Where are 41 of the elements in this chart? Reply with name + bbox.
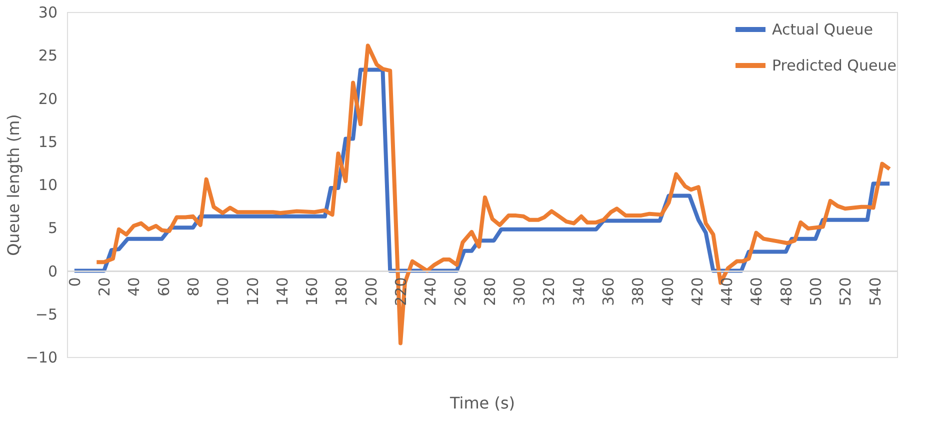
x-tick-label: 80 [184,277,202,296]
x-tick-label: 440 [718,277,736,306]
y-tick-label: 15 [38,132,58,151]
x-tick-label: 20 [96,277,114,296]
x-tick-label: 500 [806,277,825,306]
x-tick-label: 40 [125,277,144,296]
x-tick-label: 240 [422,277,440,306]
x-tick-label: 260 [451,277,470,306]
y-tick-label: −5 [35,305,58,324]
x-tick-label: 460 [748,277,766,306]
x-tick-label: 520 [836,277,855,306]
x-axis-title: Time (s) [448,394,516,412]
x-tick-label: 340 [570,277,588,306]
y-tick-label: 10 [38,176,58,194]
x-tick-label: 320 [540,277,558,306]
x-tick-label: 380 [629,277,648,306]
y-axis-title: Queue length (m) [4,114,23,256]
x-tick-label: 180 [332,277,351,306]
x-tick-label: 0 [66,277,84,287]
x-tick-label: 120 [244,277,262,306]
x-tick-label: 300 [510,277,529,306]
x-tick-label: 200 [362,277,380,306]
x-tick-label: 220 [392,277,410,306]
legend-label: Predicted Queue [772,56,896,74]
y-tick-label: 20 [38,90,58,108]
x-tick-label: 160 [303,277,322,306]
y-tick-label: 5 [48,219,58,238]
x-tick-label: 360 [599,277,618,306]
x-tick-label: 60 [154,277,173,296]
y-tick-label: 25 [38,46,58,65]
x-tick-label: 140 [273,277,292,306]
x-tick-label: 480 [777,277,796,306]
y-tick-label: 0 [48,262,58,280]
x-tick-label: 400 [658,277,677,306]
legend-label: Actual Queue [772,20,874,38]
x-tick-label: 420 [688,277,706,306]
x-tick-label: 540 [866,277,884,306]
x-tick-label: 100 [214,277,232,306]
x-tick-label: 280 [480,277,499,306]
y-tick-label: 30 [38,4,58,22]
y-tick-label: −10 [26,348,58,366]
